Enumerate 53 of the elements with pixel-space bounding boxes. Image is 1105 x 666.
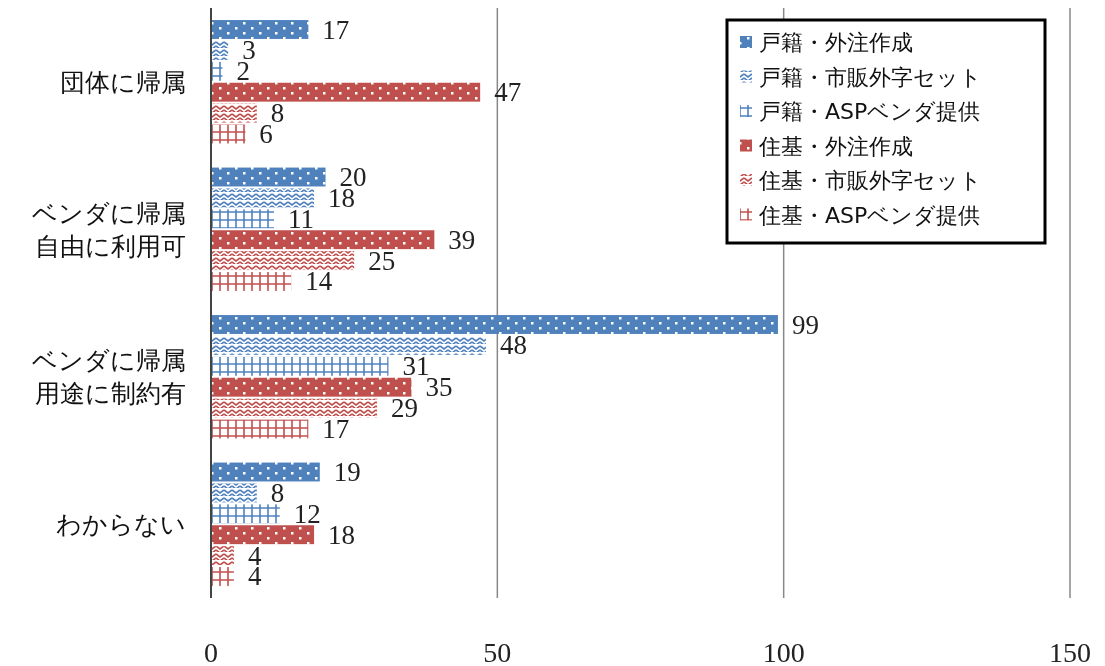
bar bbox=[211, 462, 320, 482]
bar bbox=[211, 230, 435, 250]
bar bbox=[211, 419, 309, 439]
bar bbox=[211, 398, 378, 418]
y-tick-label: ベンダに帰属自由に利用可 bbox=[32, 198, 186, 261]
x-tick-label: 50 bbox=[483, 637, 512, 666]
legend-label: 住基・市販外字セット bbox=[758, 168, 982, 193]
bar bbox=[211, 356, 389, 376]
bar bbox=[211, 167, 326, 187]
data-label: 99 bbox=[791, 309, 819, 340]
legend-label: 住基・外注作成 bbox=[758, 133, 913, 159]
legend-label: 戸籍・外注作成 bbox=[759, 30, 913, 55]
bar bbox=[211, 103, 257, 123]
data-label: 18 bbox=[328, 519, 356, 550]
data-label: 39 bbox=[448, 224, 476, 255]
data-label: 35 bbox=[425, 372, 453, 403]
bar bbox=[211, 377, 412, 397]
bar bbox=[211, 546, 234, 566]
y-tick-label: わからない bbox=[56, 510, 186, 540]
x-tick-label: 0 bbox=[204, 637, 218, 666]
x-tick-label: 150 bbox=[1049, 637, 1091, 666]
bar bbox=[211, 525, 315, 545]
data-label: 29 bbox=[391, 393, 419, 424]
bar bbox=[211, 20, 309, 39]
bar bbox=[211, 315, 778, 334]
bar bbox=[211, 124, 246, 144]
x-tick-label: 100 bbox=[762, 637, 805, 666]
y-tick-label: 団体に帰属 bbox=[60, 67, 186, 97]
data-label: 17 bbox=[322, 413, 350, 444]
data-label: 48 bbox=[499, 330, 527, 361]
data-label: 47 bbox=[494, 77, 522, 108]
y-tick-label: ベンダに帰属用途に制約有 bbox=[32, 346, 186, 409]
data-label: 11 bbox=[287, 203, 314, 234]
bar bbox=[211, 251, 355, 271]
bar bbox=[211, 335, 486, 355]
data-label: 19 bbox=[333, 457, 361, 488]
legend-label: 戸籍・市販外字セット bbox=[759, 64, 982, 90]
legend-label: 住基・ASPベンダ提供 bbox=[758, 202, 981, 228]
data-label: 25 bbox=[368, 245, 396, 276]
bar bbox=[211, 272, 292, 291]
data-label: 12 bbox=[293, 498, 321, 529]
bar bbox=[211, 40, 229, 60]
data-label: 17 bbox=[322, 14, 350, 45]
data-label: 8 bbox=[270, 98, 285, 129]
bar bbox=[211, 483, 257, 503]
bar bbox=[211, 209, 274, 229]
legend-label: 戸籍・ASPベンダ提供 bbox=[759, 99, 981, 124]
data-label: 14 bbox=[305, 266, 333, 297]
bar bbox=[211, 188, 315, 208]
bar bbox=[211, 82, 481, 102]
data-label: 6 bbox=[259, 118, 273, 149]
bar bbox=[211, 504, 280, 524]
data-label: 8 bbox=[270, 477, 285, 508]
